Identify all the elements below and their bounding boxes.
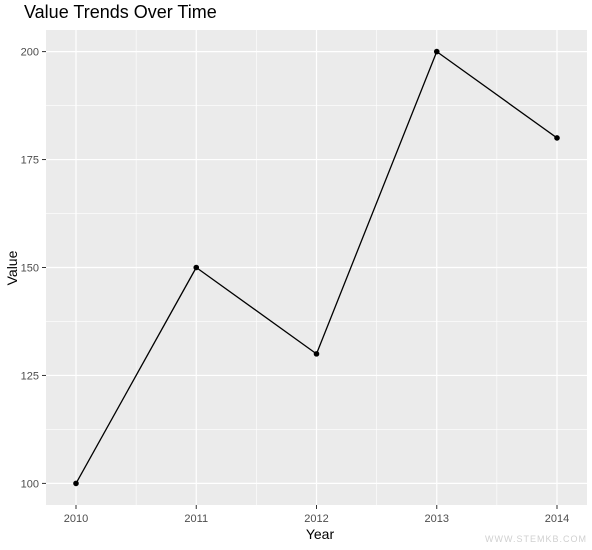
data-point: [313, 351, 320, 357]
y-tick-label: 200: [21, 47, 39, 59]
y-axis: 100 125 150 175 200: [21, 47, 46, 490]
x-tick-label: 2012: [304, 513, 328, 525]
x-axis: 2010 2011 2012 2013 2014: [64, 505, 569, 525]
data-point: [193, 264, 200, 271]
data-point: [554, 135, 560, 141]
data-point: [73, 480, 79, 487]
series-line-segment: [315, 51, 438, 355]
x-tick-label: 2013: [425, 513, 449, 525]
series-points: [73, 48, 560, 487]
data-point: [433, 48, 440, 55]
y-tick-label: 175: [21, 155, 39, 167]
series-line-segment: [436, 51, 558, 139]
x-tick-label: 2014: [545, 513, 569, 525]
y-tick-label: 125: [21, 370, 39, 382]
x-tick-label: 2010: [64, 513, 88, 525]
series-lines: [75, 51, 558, 484]
x-axis-title: Year: [306, 526, 335, 542]
x-tick-label: 2011: [184, 513, 208, 525]
series-line-segment: [75, 267, 197, 484]
y-axis-title: Value: [4, 250, 20, 285]
watermark-text: WWW.STEMKB.COM: [485, 534, 587, 544]
y-tick-label: 100: [21, 478, 39, 490]
y-tick-label: 150: [21, 263, 39, 275]
chart-title: Value Trends Over Time: [24, 2, 217, 22]
series-line-segment: [195, 266, 317, 355]
